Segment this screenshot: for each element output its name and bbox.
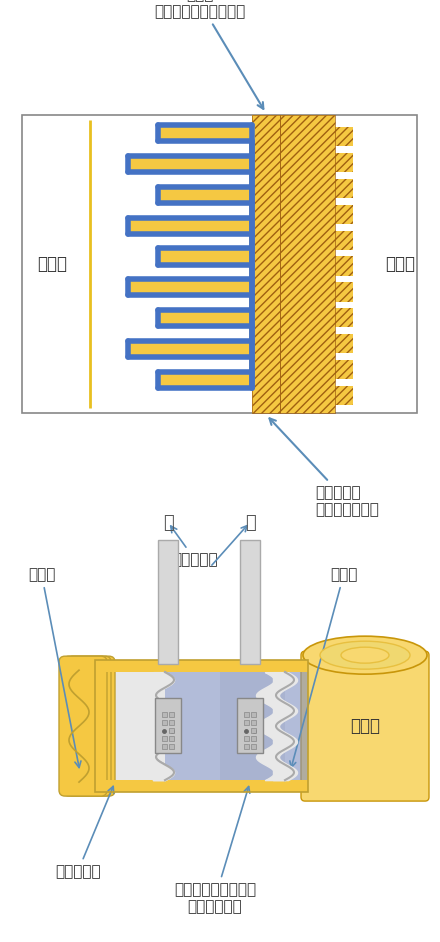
Bar bbox=[249, 280, 255, 327]
Bar bbox=[162, 712, 167, 717]
Bar bbox=[249, 155, 255, 203]
Bar bbox=[251, 736, 256, 741]
Text: 陰極箔: 陰極箔 bbox=[28, 567, 81, 768]
Bar bbox=[335, 334, 353, 353]
Text: 陽極箔: 陽極箔 bbox=[290, 567, 357, 768]
Text: セパレータ
（電解液含浸）: セパレータ （電解液含浸） bbox=[269, 418, 379, 517]
Bar bbox=[155, 698, 181, 753]
Bar bbox=[251, 712, 256, 717]
Bar bbox=[165, 673, 308, 780]
Bar bbox=[169, 720, 174, 725]
Text: コールド・ウェルド
（冷間圧接）: コールド・ウェルド （冷間圧接） bbox=[174, 787, 256, 915]
Bar bbox=[249, 124, 255, 171]
Text: リードタブ: リードタブ bbox=[171, 526, 218, 567]
Bar bbox=[249, 310, 255, 357]
Bar bbox=[128, 155, 252, 171]
Bar bbox=[335, 127, 353, 146]
Text: 陰極箔: 陰極箔 bbox=[385, 255, 415, 273]
Bar bbox=[158, 540, 178, 664]
Bar bbox=[220, 673, 285, 780]
Bar bbox=[158, 372, 252, 388]
Bar bbox=[240, 540, 260, 664]
Text: ＋: ＋ bbox=[245, 514, 255, 532]
Text: 巻回体: 巻回体 bbox=[350, 717, 380, 735]
Bar bbox=[335, 256, 353, 276]
Bar bbox=[95, 660, 308, 673]
Bar bbox=[244, 736, 249, 741]
Text: 誘電体
（酸化アルミニウム）: 誘電体 （酸化アルミニウム） bbox=[154, 0, 264, 109]
FancyBboxPatch shape bbox=[63, 657, 111, 796]
Bar bbox=[249, 249, 255, 296]
Bar bbox=[335, 283, 353, 301]
Bar bbox=[335, 231, 353, 250]
FancyBboxPatch shape bbox=[301, 651, 429, 801]
Bar bbox=[158, 310, 252, 327]
Bar bbox=[252, 115, 280, 413]
Bar bbox=[335, 204, 353, 224]
Bar bbox=[128, 341, 252, 357]
Bar bbox=[95, 673, 165, 780]
Bar bbox=[251, 720, 256, 725]
Bar bbox=[128, 280, 252, 296]
Bar bbox=[335, 179, 353, 198]
Bar bbox=[335, 386, 353, 405]
Bar bbox=[237, 698, 263, 753]
Bar bbox=[95, 780, 308, 792]
Ellipse shape bbox=[320, 642, 410, 669]
Text: －: － bbox=[163, 514, 173, 532]
Bar bbox=[335, 308, 353, 328]
Bar bbox=[249, 341, 255, 388]
FancyBboxPatch shape bbox=[59, 657, 107, 796]
Bar bbox=[169, 712, 174, 717]
Bar bbox=[335, 179, 353, 198]
Ellipse shape bbox=[341, 647, 389, 663]
Text: 陽極箔: 陽極箔 bbox=[37, 255, 67, 273]
Bar bbox=[251, 728, 256, 733]
Bar bbox=[335, 153, 353, 172]
Bar bbox=[335, 204, 353, 224]
Bar bbox=[244, 720, 249, 725]
Bar bbox=[169, 744, 174, 749]
Bar bbox=[169, 728, 174, 733]
Bar bbox=[249, 187, 255, 234]
Bar bbox=[95, 660, 308, 792]
Bar bbox=[244, 744, 249, 749]
Bar bbox=[335, 308, 353, 328]
Bar bbox=[249, 218, 255, 265]
Bar bbox=[335, 127, 353, 146]
Text: セパレータ: セパレータ bbox=[55, 787, 114, 879]
Ellipse shape bbox=[303, 636, 427, 674]
Bar bbox=[335, 153, 353, 172]
FancyBboxPatch shape bbox=[67, 657, 115, 796]
Bar bbox=[162, 744, 167, 749]
Bar bbox=[280, 115, 335, 413]
Bar bbox=[251, 744, 256, 749]
Bar bbox=[158, 187, 252, 203]
Bar bbox=[22, 115, 417, 413]
Bar bbox=[335, 283, 353, 301]
Bar bbox=[169, 736, 174, 741]
Bar bbox=[244, 712, 249, 717]
Bar bbox=[335, 334, 353, 353]
Bar bbox=[280, 115, 335, 413]
Bar bbox=[335, 360, 353, 379]
Bar bbox=[335, 386, 353, 405]
Bar bbox=[162, 720, 167, 725]
Bar bbox=[158, 249, 252, 265]
Bar bbox=[162, 736, 167, 741]
Bar bbox=[335, 256, 353, 276]
Bar bbox=[128, 218, 252, 234]
Bar bbox=[158, 124, 252, 141]
Bar bbox=[335, 360, 353, 379]
Bar bbox=[252, 115, 280, 413]
Bar bbox=[335, 231, 353, 250]
